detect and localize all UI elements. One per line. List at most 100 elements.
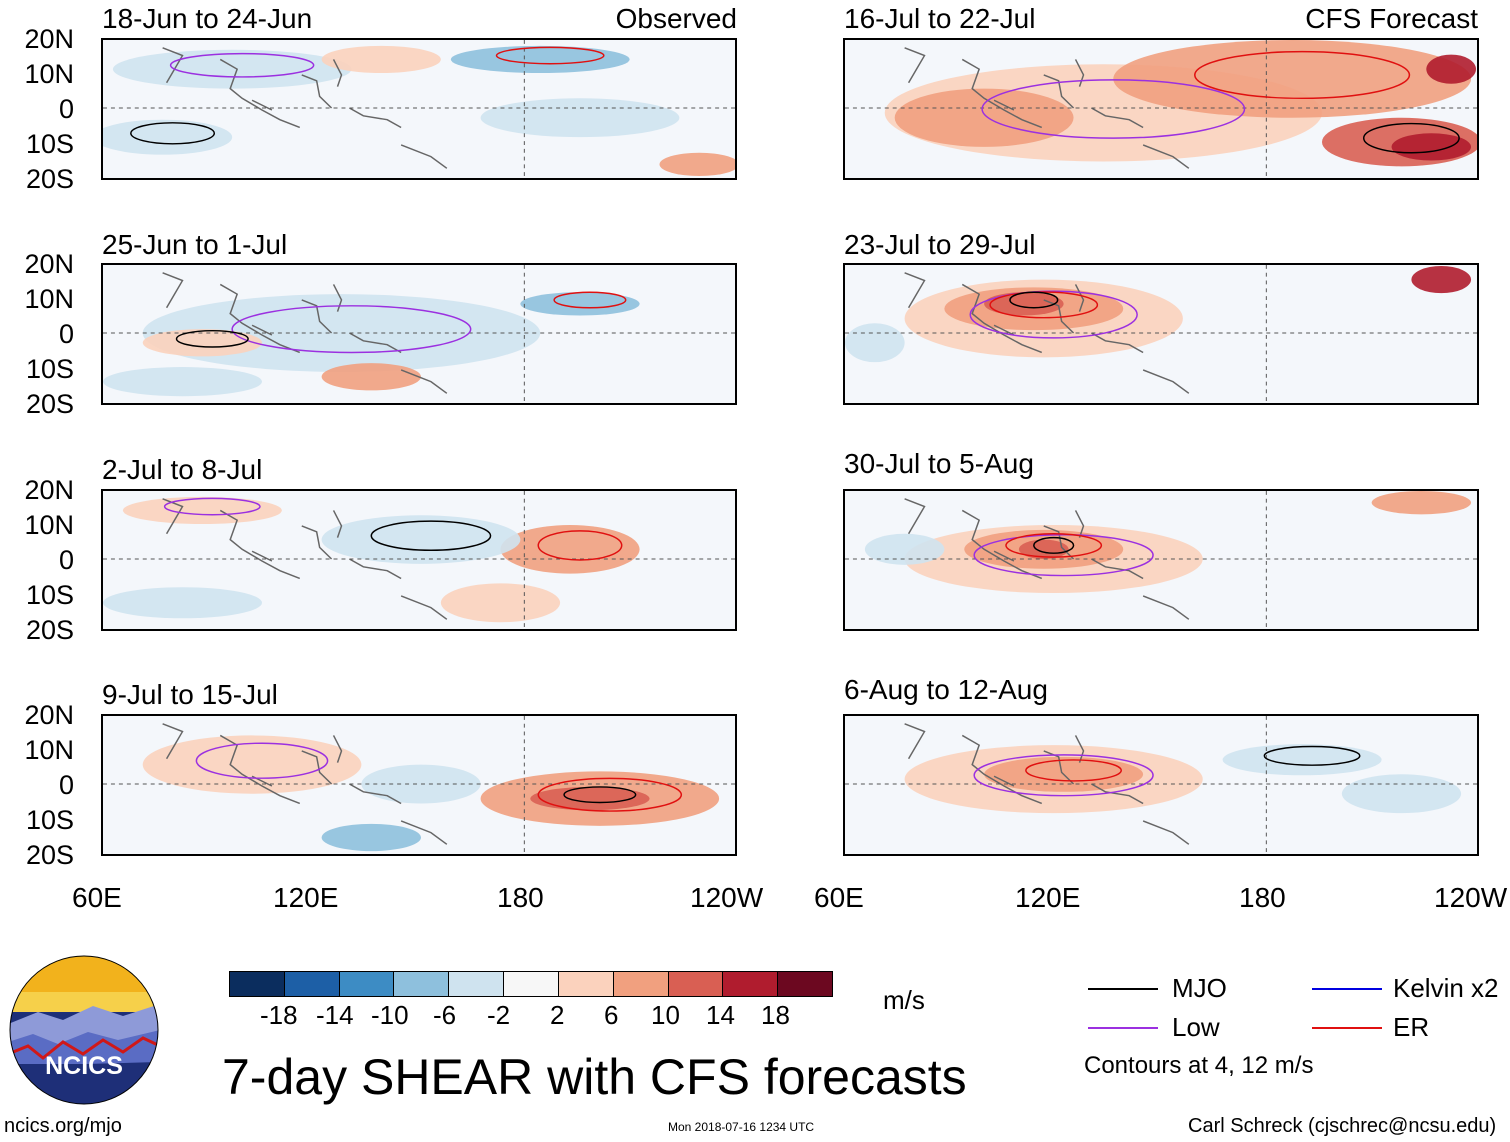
coastline	[162, 723, 448, 845]
lat-label-0: 0	[58, 770, 74, 800]
lon-label-180: 180	[497, 882, 544, 913]
shear-anomaly-blob	[894, 88, 1074, 147]
map-panel-obs-3	[101, 489, 737, 631]
map-panel-obs-1	[101, 38, 737, 180]
shear-anomaly-blob	[142, 329, 262, 357]
colorbar	[229, 971, 833, 997]
legend-swatch-er	[1312, 1027, 1382, 1029]
lat-label-10s: 10S	[25, 580, 74, 610]
lat-label-20n: 20N	[24, 24, 74, 54]
lat-label-10n: 10N	[24, 510, 74, 540]
wave-contour	[537, 777, 683, 812]
lat-label-20n: 20N	[24, 700, 74, 730]
shear-anomaly-blob	[530, 786, 650, 811]
colorbar-tick: 18	[761, 1000, 790, 1030]
legend-label-mjo: MJO	[1172, 973, 1227, 1003]
lat-label-0: 0	[58, 545, 74, 575]
shear-anomaly-blob	[845, 323, 905, 363]
footer-timestamp: Mon 2018-07-16 1234 UTC	[668, 1120, 815, 1134]
colorbar-tick: -14	[316, 1000, 354, 1030]
shear-anomaly-blob	[321, 515, 521, 564]
logo-text: NCICS	[45, 1052, 123, 1080]
colorbar-swatch	[284, 972, 340, 996]
shear-anomaly-blob	[450, 45, 630, 74]
shear-anomaly-blob	[321, 823, 421, 852]
lon-label-180: 180	[1239, 882, 1286, 913]
coastline	[162, 498, 448, 620]
panel-label-cfs: CFS Forecast	[1305, 3, 1478, 34]
wave-contour	[1005, 533, 1103, 558]
shear-anomaly-blob	[103, 367, 262, 397]
colorbar-tick: -10	[371, 1000, 409, 1030]
footer-link[interactable]: ncics.org/mjo	[4, 1115, 122, 1137]
shear-field	[845, 491, 1477, 629]
colorbar-swatch	[668, 972, 724, 996]
wave-contour	[553, 291, 627, 309]
wave-contour	[1263, 745, 1361, 766]
shear-field	[845, 716, 1477, 854]
shear-anomaly-blob	[1341, 774, 1462, 814]
panel-title-1: 18-Jun to 24-Jun	[102, 3, 313, 34]
shear-anomaly-blob	[1018, 539, 1069, 560]
lat-label-0: 0	[58, 319, 74, 349]
coastline	[162, 272, 448, 394]
panel-title-6: 30-Jul to 5-Aug	[844, 448, 1034, 479]
colorbar-swatch	[449, 972, 505, 996]
lat-label-20s: 20S	[25, 164, 74, 194]
colorbar-swatch	[504, 972, 559, 996]
shear-field	[845, 265, 1477, 403]
shear-field	[103, 265, 735, 403]
wave-contour	[370, 520, 492, 552]
shear-field	[103, 491, 735, 629]
shear-anomaly-blob	[1222, 744, 1382, 776]
lon-label-60e: 60E	[814, 882, 864, 913]
lon-label-120w: 120W	[690, 882, 764, 913]
colorbar-swatch	[613, 972, 669, 996]
shear-anomaly-blob	[1371, 491, 1472, 515]
wave-contour	[1033, 536, 1075, 554]
shear-anomaly-blob	[321, 45, 441, 74]
lat-label-10s: 10S	[25, 129, 74, 159]
colorbar-tick: 6	[604, 1000, 619, 1030]
lon-label-60e: 60E	[72, 882, 122, 913]
wave-contour	[973, 754, 1154, 797]
coastline	[904, 498, 1190, 620]
panel-title-3: 25-Jun to 1-Jul	[102, 229, 288, 260]
lon-label-120e: 120E	[273, 882, 339, 913]
shear-field	[103, 40, 735, 178]
shear-anomaly-blob	[440, 583, 561, 623]
wave-contour	[973, 534, 1154, 577]
map-panel-fcst-3	[843, 489, 1479, 631]
shear-anomaly-blob	[480, 98, 680, 138]
main-title: 7-day SHEAR with CFS forecasts	[222, 1049, 967, 1105]
lat-label-20n: 20N	[24, 475, 74, 505]
wave-contour	[175, 329, 249, 348]
wave-contour	[989, 291, 1099, 319]
shear-field	[103, 716, 735, 854]
panel-title-2: 16-Jul to 22-Jul	[844, 3, 1036, 34]
wave-contour	[1009, 291, 1059, 309]
shear-anomaly-blob	[1426, 54, 1477, 84]
legend-label-kelvin: Kelvin x2	[1393, 973, 1499, 1003]
colorbar-tick: -2	[487, 1000, 511, 1030]
map-panel-obs-4	[101, 714, 737, 856]
colorbar-swatch	[558, 972, 614, 996]
shear-anomaly-blob	[659, 152, 735, 177]
lat-label-10s: 10S	[25, 805, 74, 835]
lat-label-20n: 20N	[24, 249, 74, 279]
colorbar-tick: 14	[706, 1000, 735, 1030]
legend-label-low: Low	[1172, 1012, 1220, 1042]
shear-anomaly-blob	[103, 587, 262, 619]
lat-label-10n: 10N	[24, 59, 74, 89]
shear-anomaly-blob	[864, 533, 945, 565]
shear-anomaly-blob	[500, 525, 640, 574]
wave-contour	[163, 497, 261, 516]
wave-contour	[969, 290, 1138, 339]
wave-contour	[130, 122, 216, 145]
colorbar-swatch	[778, 972, 832, 996]
lat-label-10n: 10N	[24, 284, 74, 314]
legend-note: Contours at 4, 12 m/s	[1084, 1052, 1314, 1079]
wave-contour	[1194, 50, 1411, 100]
shear-anomaly-blob	[112, 49, 352, 89]
wave-contour	[537, 530, 623, 561]
